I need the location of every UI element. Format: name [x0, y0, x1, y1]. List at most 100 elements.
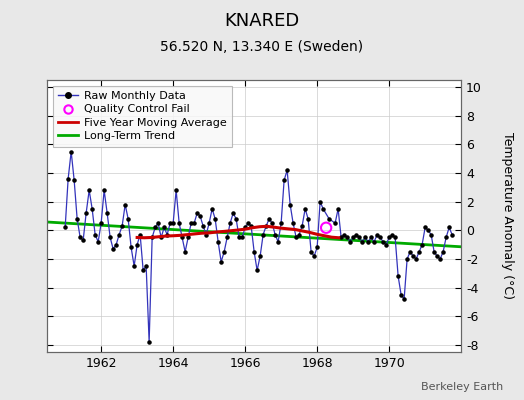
Point	[217, 259, 225, 265]
Point	[244, 220, 253, 226]
Point	[424, 227, 432, 234]
Point	[385, 234, 394, 241]
Point	[250, 248, 258, 255]
Text: KNARED: KNARED	[224, 12, 300, 30]
Point	[235, 234, 243, 241]
Point	[109, 246, 117, 252]
Point	[397, 292, 405, 298]
Point	[166, 220, 174, 226]
Point	[133, 242, 141, 248]
Point	[193, 210, 201, 216]
Point	[205, 220, 213, 226]
Point	[190, 220, 198, 226]
Point	[64, 176, 72, 182]
Point	[241, 224, 249, 231]
Point	[337, 234, 345, 241]
Point	[373, 232, 381, 238]
Point	[94, 238, 102, 245]
Point	[136, 232, 144, 238]
Point	[232, 216, 241, 222]
Point	[388, 232, 396, 238]
Point	[100, 187, 108, 194]
Point	[304, 216, 312, 222]
Point	[442, 234, 450, 241]
Point	[88, 206, 96, 212]
Point	[139, 267, 147, 274]
Point	[265, 216, 274, 222]
Point	[430, 248, 438, 255]
Point	[334, 206, 342, 212]
Point	[283, 167, 291, 173]
Point	[247, 223, 255, 229]
Point	[115, 232, 123, 238]
Point	[289, 220, 297, 226]
Point	[295, 232, 303, 238]
Point	[208, 206, 216, 212]
Point	[178, 234, 187, 241]
Point	[322, 224, 330, 231]
Point	[211, 216, 220, 222]
Point	[349, 234, 357, 241]
Point	[67, 148, 75, 155]
Point	[262, 223, 270, 229]
Point	[73, 216, 81, 222]
Point	[151, 224, 159, 231]
Point	[298, 223, 307, 229]
Point	[280, 177, 288, 184]
Point	[358, 238, 366, 245]
Point	[346, 238, 354, 245]
Point	[325, 216, 333, 222]
Point	[274, 238, 282, 245]
Point	[271, 232, 279, 238]
Point	[340, 232, 348, 238]
Point	[367, 234, 375, 241]
Point	[199, 223, 208, 229]
Text: Berkeley Earth: Berkeley Earth	[421, 382, 503, 392]
Point	[106, 234, 114, 241]
Point	[220, 248, 228, 255]
Point	[202, 232, 210, 238]
Point	[370, 238, 378, 245]
Point	[418, 242, 427, 248]
Point	[301, 206, 309, 212]
Point	[331, 220, 340, 226]
Point	[97, 220, 105, 226]
Point	[343, 234, 351, 241]
Point	[394, 273, 402, 279]
Point	[163, 232, 171, 238]
Point	[169, 220, 177, 226]
Point	[364, 238, 373, 245]
Point	[439, 248, 447, 255]
Point	[352, 232, 361, 238]
Point	[361, 234, 369, 241]
Point	[229, 210, 237, 216]
Point	[61, 224, 69, 231]
Point	[400, 296, 408, 302]
Point	[379, 238, 387, 245]
Point	[145, 339, 154, 345]
Point	[253, 267, 261, 274]
Point	[433, 253, 441, 259]
Point	[157, 234, 166, 241]
Point	[121, 201, 129, 208]
Point	[277, 220, 286, 226]
Point	[409, 253, 417, 259]
Point	[436, 256, 444, 262]
Point	[118, 223, 126, 229]
Point	[268, 220, 276, 226]
Point	[415, 248, 423, 255]
Point	[70, 177, 79, 184]
Point	[91, 232, 100, 238]
Point	[82, 210, 90, 216]
Point	[355, 234, 363, 241]
Point	[187, 220, 195, 226]
Point	[142, 263, 150, 269]
Point	[172, 187, 180, 194]
Text: 56.520 N, 13.340 E (Sweden): 56.520 N, 13.340 E (Sweden)	[160, 40, 364, 54]
Point	[391, 234, 399, 241]
Point	[124, 216, 133, 222]
Point	[148, 234, 156, 241]
Point	[79, 237, 88, 244]
Point	[412, 256, 420, 262]
Point	[181, 248, 189, 255]
